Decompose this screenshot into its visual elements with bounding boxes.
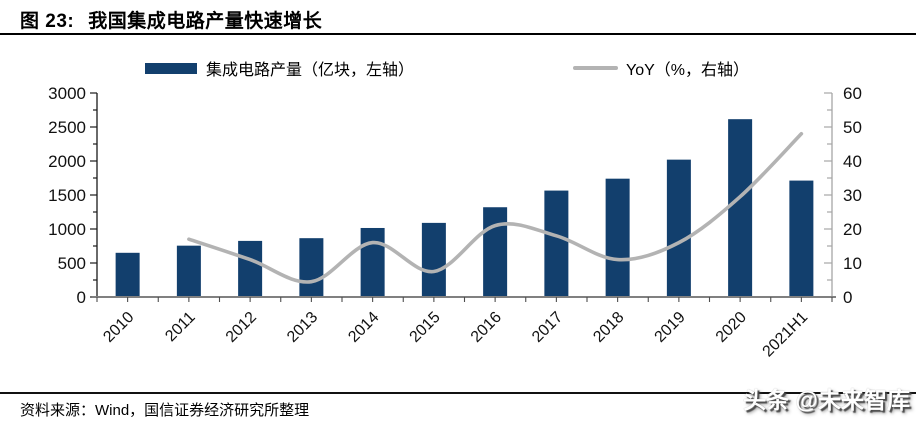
svg-text:20: 20 xyxy=(843,220,862,239)
svg-text:10: 10 xyxy=(843,254,862,273)
legend-yoy-label: YoY（%，右轴） xyxy=(626,62,750,79)
svg-text:2016: 2016 xyxy=(468,309,505,346)
legend-item-production: 集成电路产量（亿块，左轴） xyxy=(145,56,414,80)
legend-production-label: 集成电路产量（亿块，左轴） xyxy=(206,62,415,79)
svg-text:2500: 2500 xyxy=(48,118,86,137)
chart-area: 0 500 1000 1500 2000 2500 3000 0 10 20 30 40 50 60 201… xyxy=(0,76,916,376)
figure-title: 图 23: 我国集成电路产量快速增长 xyxy=(20,6,322,33)
svg-text:0: 0 xyxy=(843,288,852,307)
source-divider xyxy=(0,392,916,394)
svg-text:60: 60 xyxy=(843,84,862,103)
svg-text:2015: 2015 xyxy=(407,309,444,346)
bar-swatch-icon xyxy=(145,62,197,74)
svg-text:2012: 2012 xyxy=(223,309,260,346)
svg-text:2000: 2000 xyxy=(48,152,86,171)
figure-title-text: 我国集成电路产量快速增长 xyxy=(88,11,323,32)
svg-text:1000: 1000 xyxy=(48,220,86,239)
source-text: 资料来源：Wind，国信证券经济研究所整理 xyxy=(20,402,310,419)
title-divider xyxy=(0,33,916,35)
svg-text:2020: 2020 xyxy=(713,309,750,346)
legend-item-yoy: YoY（%，右轴） xyxy=(573,56,749,80)
svg-text:2019: 2019 xyxy=(652,309,689,346)
figure-number: 图 23: xyxy=(20,11,75,32)
svg-text:2017: 2017 xyxy=(529,309,566,346)
svg-text:50: 50 xyxy=(843,118,862,137)
svg-text:500: 500 xyxy=(58,254,86,273)
svg-text:2010: 2010 xyxy=(100,309,137,346)
watermark-text: 头条 @未来智库 xyxy=(743,387,910,413)
svg-text:2011: 2011 xyxy=(162,309,198,345)
svg-text:2021H1: 2021H1 xyxy=(760,309,812,361)
chart-legend: 集成电路产量（亿块，左轴） YoY（%，右轴） xyxy=(0,56,916,82)
svg-text:3000: 3000 xyxy=(48,84,86,103)
svg-text:1500: 1500 xyxy=(48,186,86,205)
svg-text:0: 0 xyxy=(77,288,86,307)
svg-text:2013: 2013 xyxy=(284,309,321,346)
svg-text:2018: 2018 xyxy=(590,309,627,346)
svg-text:2014: 2014 xyxy=(345,309,382,346)
chart-svg: 0 500 1000 1500 2000 2500 3000 0 10 20 30 40 50 60 201… xyxy=(48,84,862,361)
line-swatch-icon xyxy=(573,66,618,70)
svg-text:40: 40 xyxy=(843,152,862,171)
svg-text:30: 30 xyxy=(843,186,862,205)
